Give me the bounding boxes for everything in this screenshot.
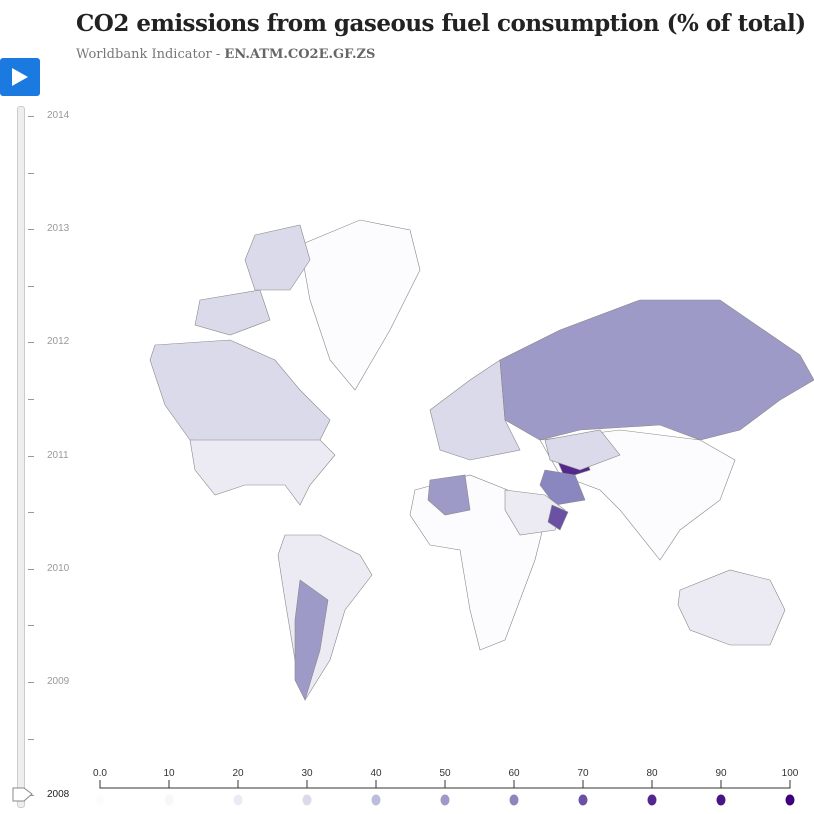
region-arabia[interactable]	[504, 489, 566, 536]
year-tick	[28, 229, 34, 231]
region-north-america[interactable]	[149, 289, 331, 446]
legend-swatch	[371, 794, 381, 806]
year-tick	[28, 795, 34, 797]
legend-swatch	[647, 794, 657, 806]
legend-swatch	[164, 794, 174, 806]
region-kazakhstan[interactable]	[544, 429, 621, 471]
page-title: CO2 emissions from gaseous fuel consumpt…	[76, 10, 806, 37]
year-tick	[28, 116, 34, 117]
year-tick	[28, 172, 34, 174]
region-argentina[interactable]	[294, 579, 329, 701]
year-tick	[28, 399, 34, 400]
legend-swatch	[302, 794, 312, 806]
legend-tick-label: 70	[577, 768, 589, 779]
legend-swatch	[95, 794, 105, 806]
legend-swatch	[716, 794, 726, 806]
region-europe[interactable]	[429, 359, 521, 461]
year-label[interactable]: 2013	[47, 223, 70, 235]
year-label[interactable]: 2011	[47, 449, 69, 461]
play-icon	[12, 68, 28, 86]
region-greenland[interactable]	[299, 219, 421, 391]
year-label[interactable]: 2008	[47, 789, 70, 801]
timeline-slider[interactable]	[17, 106, 25, 808]
region-algeria[interactable]	[427, 474, 471, 516]
legend-tick-label: 80	[646, 768, 658, 779]
year-tick	[28, 512, 34, 514]
legend-tick-label: 60	[508, 768, 520, 779]
legend-tick-label: 0.0	[93, 768, 107, 779]
legend-swatch	[509, 794, 519, 806]
year-tick	[28, 568, 34, 570]
year-tick	[28, 738, 34, 740]
year-label[interactable]: 2009	[47, 676, 70, 687]
year-label[interactable]: 2014	[47, 110, 70, 121]
legend-tick-label: 100	[782, 768, 799, 779]
year-tick	[28, 682, 34, 683]
year-tick	[28, 285, 34, 287]
year-tick	[28, 342, 34, 344]
region-united-states[interactable]	[189, 439, 336, 506]
legend-tick-label: 20	[232, 768, 244, 779]
legend-tick-label: 90	[715, 768, 727, 779]
region-oman[interactable]	[547, 504, 569, 531]
region-australia[interactable]	[677, 569, 786, 646]
play-button[interactable]	[0, 58, 40, 96]
legend-tick-label: 50	[439, 768, 451, 779]
legend-swatch	[785, 794, 795, 806]
page-subtitle: Worldbank Indicator - EN.ATM.CO2E.GF.ZS	[76, 47, 375, 62]
legend-swatch	[440, 794, 450, 806]
year-label[interactable]: 2010	[47, 562, 70, 574]
region-iran[interactable]	[539, 469, 586, 506]
year-label[interactable]: 2012	[47, 336, 70, 348]
legend-tick-label: 10	[163, 768, 175, 779]
indicator-code: EN.ATM.CO2E.GF.ZS	[224, 47, 376, 62]
legend-tick-label: 30	[301, 768, 313, 779]
legend-swatch	[578, 794, 588, 806]
region-canadian-arctic[interactable]	[244, 224, 311, 291]
timeline-handle[interactable]	[12, 787, 34, 803]
legend-swatch	[233, 794, 243, 806]
legend-tick-label: 40	[370, 768, 382, 779]
subtitle-prefix: Worldbank Indicator -	[76, 47, 225, 62]
year-tick	[28, 455, 34, 457]
year-tick	[28, 625, 34, 627]
region-russia[interactable]	[499, 299, 814, 441]
